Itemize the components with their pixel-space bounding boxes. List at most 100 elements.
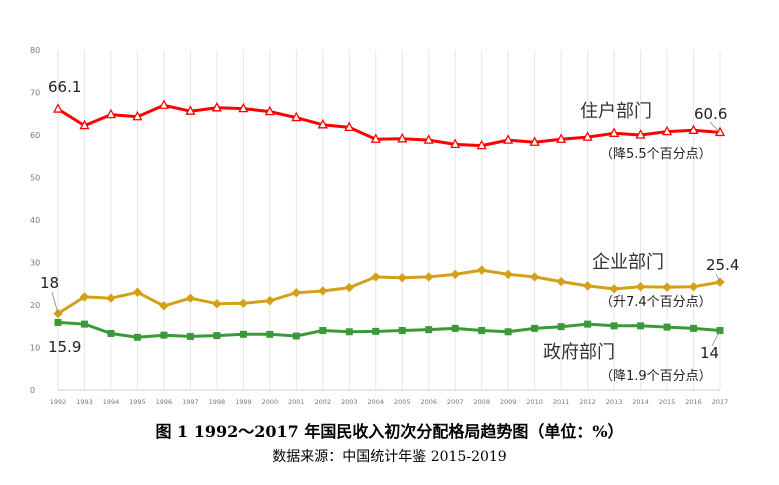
- point-s0-2011: [556, 133, 567, 143]
- point-s1-2014: [635, 282, 646, 292]
- y-tick-label-80: 80: [30, 46, 40, 55]
- point-s0-1996: [158, 99, 170, 109]
- point-s1-2001: [291, 287, 302, 298]
- point-s1-2011: [556, 276, 566, 287]
- x-tick-label-1998: 1998: [209, 398, 226, 406]
- point-s0-2010: [529, 136, 540, 146]
- point-s0-2015: [661, 125, 673, 136]
- point-s1-1995: [132, 287, 143, 297]
- point-s1-2010: [529, 272, 540, 282]
- point-s2-2008: [478, 327, 486, 334]
- y-tick-label-60: 60: [30, 131, 40, 140]
- enterprise-series-name: 企业部门: [592, 252, 664, 273]
- household-start-label: 66.1: [48, 78, 81, 96]
- household-series-name: 住户部门: [580, 101, 652, 122]
- point-s2-1998: [213, 332, 221, 340]
- enterprise-start-label: 18: [40, 274, 59, 292]
- point-s0-2009: [503, 134, 514, 144]
- point-s1-2005: [397, 273, 407, 283]
- point-s2-2013: [610, 322, 618, 330]
- x-tick-label-2016: 2016: [685, 398, 702, 406]
- point-s0-2004: [370, 133, 381, 143]
- point-s0-2014: [635, 129, 646, 139]
- figure-source: 数据来源：中国统计年鉴 2015-2019: [272, 449, 507, 465]
- point-s2-2004: [372, 327, 380, 335]
- point-s1-1994: [106, 293, 116, 303]
- x-tick-label-2002: 2002: [315, 398, 332, 406]
- x-tick-label-2010: 2010: [526, 398, 543, 406]
- point-s2-2003: [345, 328, 353, 336]
- point-s1-2003: [344, 282, 354, 293]
- x-tick-label-1999: 1999: [235, 398, 252, 406]
- point-s1-2000: [265, 296, 275, 306]
- x-axis-ticks: 1992 1993 1994 1995 1996 1997 1998 1999 2000 2001…: [50, 398, 729, 406]
- y-tick-label-70: 70: [30, 89, 40, 98]
- enterprise-change-note: （升7.4个百分点）: [600, 295, 712, 310]
- x-tick-label-2001: 2001: [288, 398, 305, 406]
- start-leader-1: [51, 291, 59, 314]
- point-s2-2000: [266, 330, 274, 338]
- point-s1-1999: [238, 298, 249, 309]
- point-s1-2009: [503, 269, 513, 280]
- x-tick-label-2017: 2017: [712, 398, 729, 406]
- y-tick-label-40: 40: [30, 216, 40, 225]
- x-tick-label-2000: 2000: [262, 398, 279, 406]
- point-s1-2002: [318, 286, 328, 296]
- point-s0-2002: [317, 118, 328, 129]
- point-s2-2001: [292, 332, 300, 340]
- point-s0-2005: [397, 132, 408, 143]
- series-markers: [51, 99, 726, 347]
- point-s2-2005: [398, 327, 406, 334]
- household-change-note: （降5.5个百分点）: [600, 147, 712, 162]
- point-s1-2007: [450, 269, 460, 280]
- point-s0-2006: [423, 134, 434, 144]
- government-start-label: 15.9: [48, 338, 81, 356]
- point-s2-2006: [425, 326, 433, 334]
- x-tick-label-1995: 1995: [129, 398, 146, 406]
- x-tick-label-2014: 2014: [632, 398, 649, 406]
- x-tick-label-1993: 1993: [76, 398, 93, 406]
- end-leader-1: [715, 273, 721, 283]
- figure-caption: 图 1 1992～2017 年国民收入初次分配格局趋势图（单位：%）: [155, 422, 624, 441]
- point-s1-2006: [424, 272, 434, 282]
- point-s2-1993: [80, 320, 88, 328]
- point-s1-1998: [212, 299, 222, 309]
- x-tick-label-1997: 1997: [182, 398, 199, 406]
- x-tick-label-2004: 2004: [367, 398, 384, 406]
- point-s2-2016: [690, 324, 698, 332]
- y-axis-ticks: 0 10 20 30 40 50 60 70 80: [30, 46, 40, 395]
- point-s0-1995: [132, 110, 143, 121]
- household-end-label: 60.6: [694, 105, 727, 123]
- annotations: 66.1 60.6 住户部门 （降5.5个百分点） 18 25.4 企业部门 （…: [40, 78, 739, 384]
- point-s2-2002: [319, 327, 327, 334]
- x-tick-label-2011: 2011: [553, 398, 570, 406]
- series-line-0: [57, 103, 721, 148]
- government-end-label: 14: [700, 344, 719, 362]
- government-change-note: （降1.9个百分点）: [600, 369, 712, 384]
- y-tick-label-50: 50: [30, 174, 40, 183]
- point-s2-2015: [663, 323, 671, 331]
- x-tick-label-2006: 2006: [420, 398, 437, 406]
- point-s1-2004: [371, 272, 381, 282]
- series-lines: [57, 103, 721, 339]
- point-s1-1993: [79, 292, 90, 302]
- point-s0-2017: [714, 126, 726, 137]
- point-s0-2003: [344, 121, 355, 132]
- x-tick-label-2007: 2007: [447, 398, 464, 406]
- x-tick-label-2009: 2009: [500, 398, 517, 406]
- point-s0-2000: [264, 105, 275, 116]
- point-s1-1997: [185, 293, 196, 303]
- point-s0-2008: [476, 139, 487, 150]
- x-tick-label-1992: 1992: [50, 398, 67, 406]
- point-s2-1997: [186, 332, 194, 340]
- x-tick-label-1994: 1994: [103, 398, 120, 406]
- point-s1-1996: [159, 301, 169, 311]
- government-series-name: 政府部门: [543, 342, 615, 363]
- x-tick-label-2005: 2005: [394, 398, 411, 406]
- point-s0-1993: [79, 119, 90, 130]
- point-s0-2013: [608, 127, 620, 137]
- point-s0-1992: [52, 103, 64, 113]
- x-tick-label-2003: 2003: [341, 398, 358, 406]
- point-s2-2011: [557, 323, 565, 331]
